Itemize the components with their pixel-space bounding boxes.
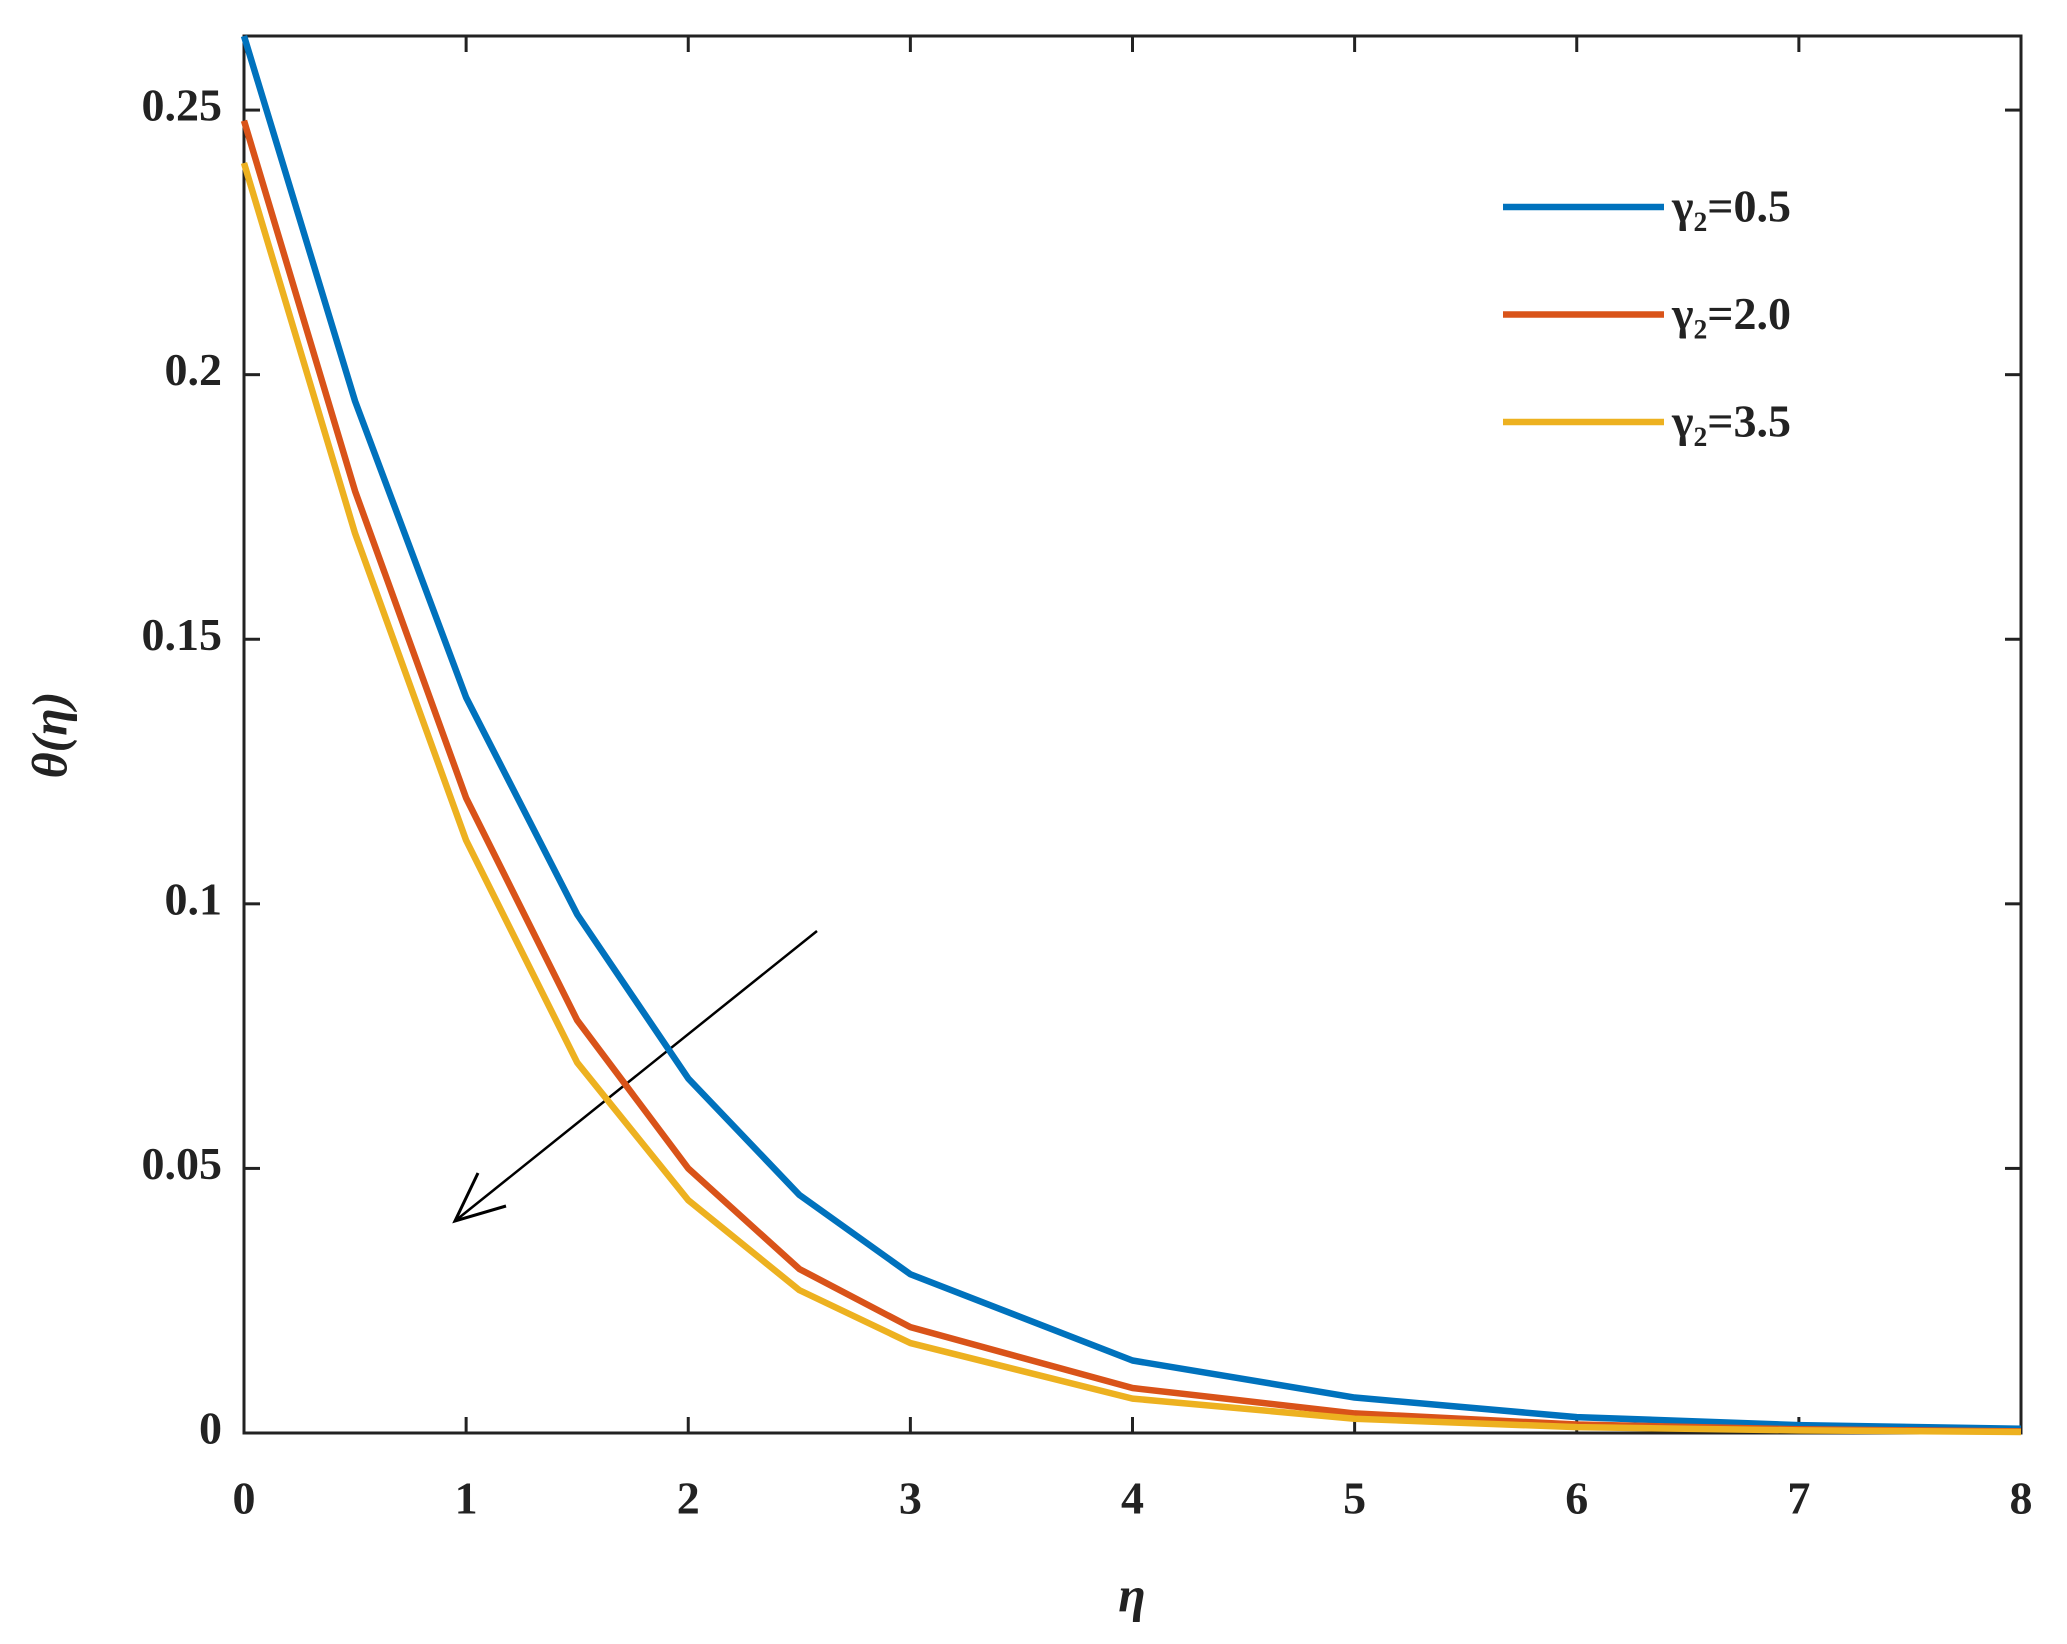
- y-tick-label: 0.15: [142, 609, 223, 660]
- annotation-arrow: [452, 930, 818, 1224]
- x-tick-label: 8: [2010, 1473, 2033, 1524]
- x-tick-label: 1: [455, 1473, 478, 1524]
- y-tick-label: 0.05: [142, 1138, 223, 1189]
- y-axis-label: θ(η): [21, 692, 77, 779]
- x-tick-label: 7: [1787, 1473, 1810, 1524]
- x-tick-label: 3: [899, 1473, 922, 1524]
- legend-label: γ₂=0.5: [1671, 181, 1791, 232]
- line-series: [240, 162, 2022, 1436]
- x-tick-label: 6: [1565, 1473, 1588, 1524]
- x-tick-label: 4: [1121, 1473, 1144, 1524]
- y-tick-label: 0.25: [142, 80, 223, 131]
- legend-label: γ₂=2.0: [1671, 288, 1791, 339]
- legend-label: γ₂=3.5: [1671, 396, 1791, 447]
- plot-frame: [242, 34, 2023, 1435]
- x-tick-label: 2: [677, 1473, 700, 1524]
- x-axis-label: η: [1118, 1566, 1145, 1622]
- y-tick-label: 0.1: [165, 873, 223, 924]
- x-tick-label: 0: [233, 1473, 256, 1524]
- y-tick-label: 0.2: [165, 344, 223, 395]
- line-series: [240, 35, 2022, 1433]
- x-tick-label: 5: [1343, 1473, 1366, 1524]
- y-tick-label: 0: [199, 1403, 222, 1454]
